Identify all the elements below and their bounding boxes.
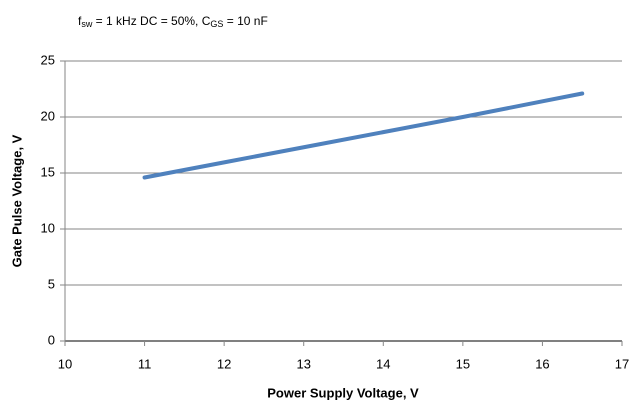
title-subscript: sw (81, 19, 93, 29)
title-part: = 1 kHz DC = 50%, C (92, 14, 210, 28)
x-tick-label: 17 (615, 356, 629, 371)
x-tick-label: 13 (296, 356, 310, 371)
title-part: = 10 nF (223, 14, 267, 28)
y-axis-label: Gate Pulse Voltage, V (9, 134, 24, 267)
y-tick-label: 25 (41, 52, 55, 67)
x-tick-label: 12 (217, 356, 231, 371)
y-tick-label: 5 (48, 276, 55, 291)
y-tick-label: 10 (41, 220, 55, 235)
x-axis-label: Power Supply Voltage, V (267, 385, 419, 400)
line-series (142, 91, 585, 180)
x-tick-label: 11 (138, 356, 152, 371)
y-tick-label: 0 (48, 332, 55, 347)
x-tick-label: 16 (535, 356, 549, 371)
x-tick-label: 10 (58, 356, 72, 371)
x-tick-label: 14 (376, 356, 390, 371)
title-subscript: GS (210, 19, 223, 29)
x-tick-label: 15 (456, 356, 470, 371)
chart-title: fsw = 1 kHz DC = 50%, CGS = 10 nF (78, 14, 268, 29)
title-part: f (78, 14, 82, 28)
y-tick-label: 20 (41, 108, 55, 123)
y-tick-label: 15 (41, 164, 55, 179)
